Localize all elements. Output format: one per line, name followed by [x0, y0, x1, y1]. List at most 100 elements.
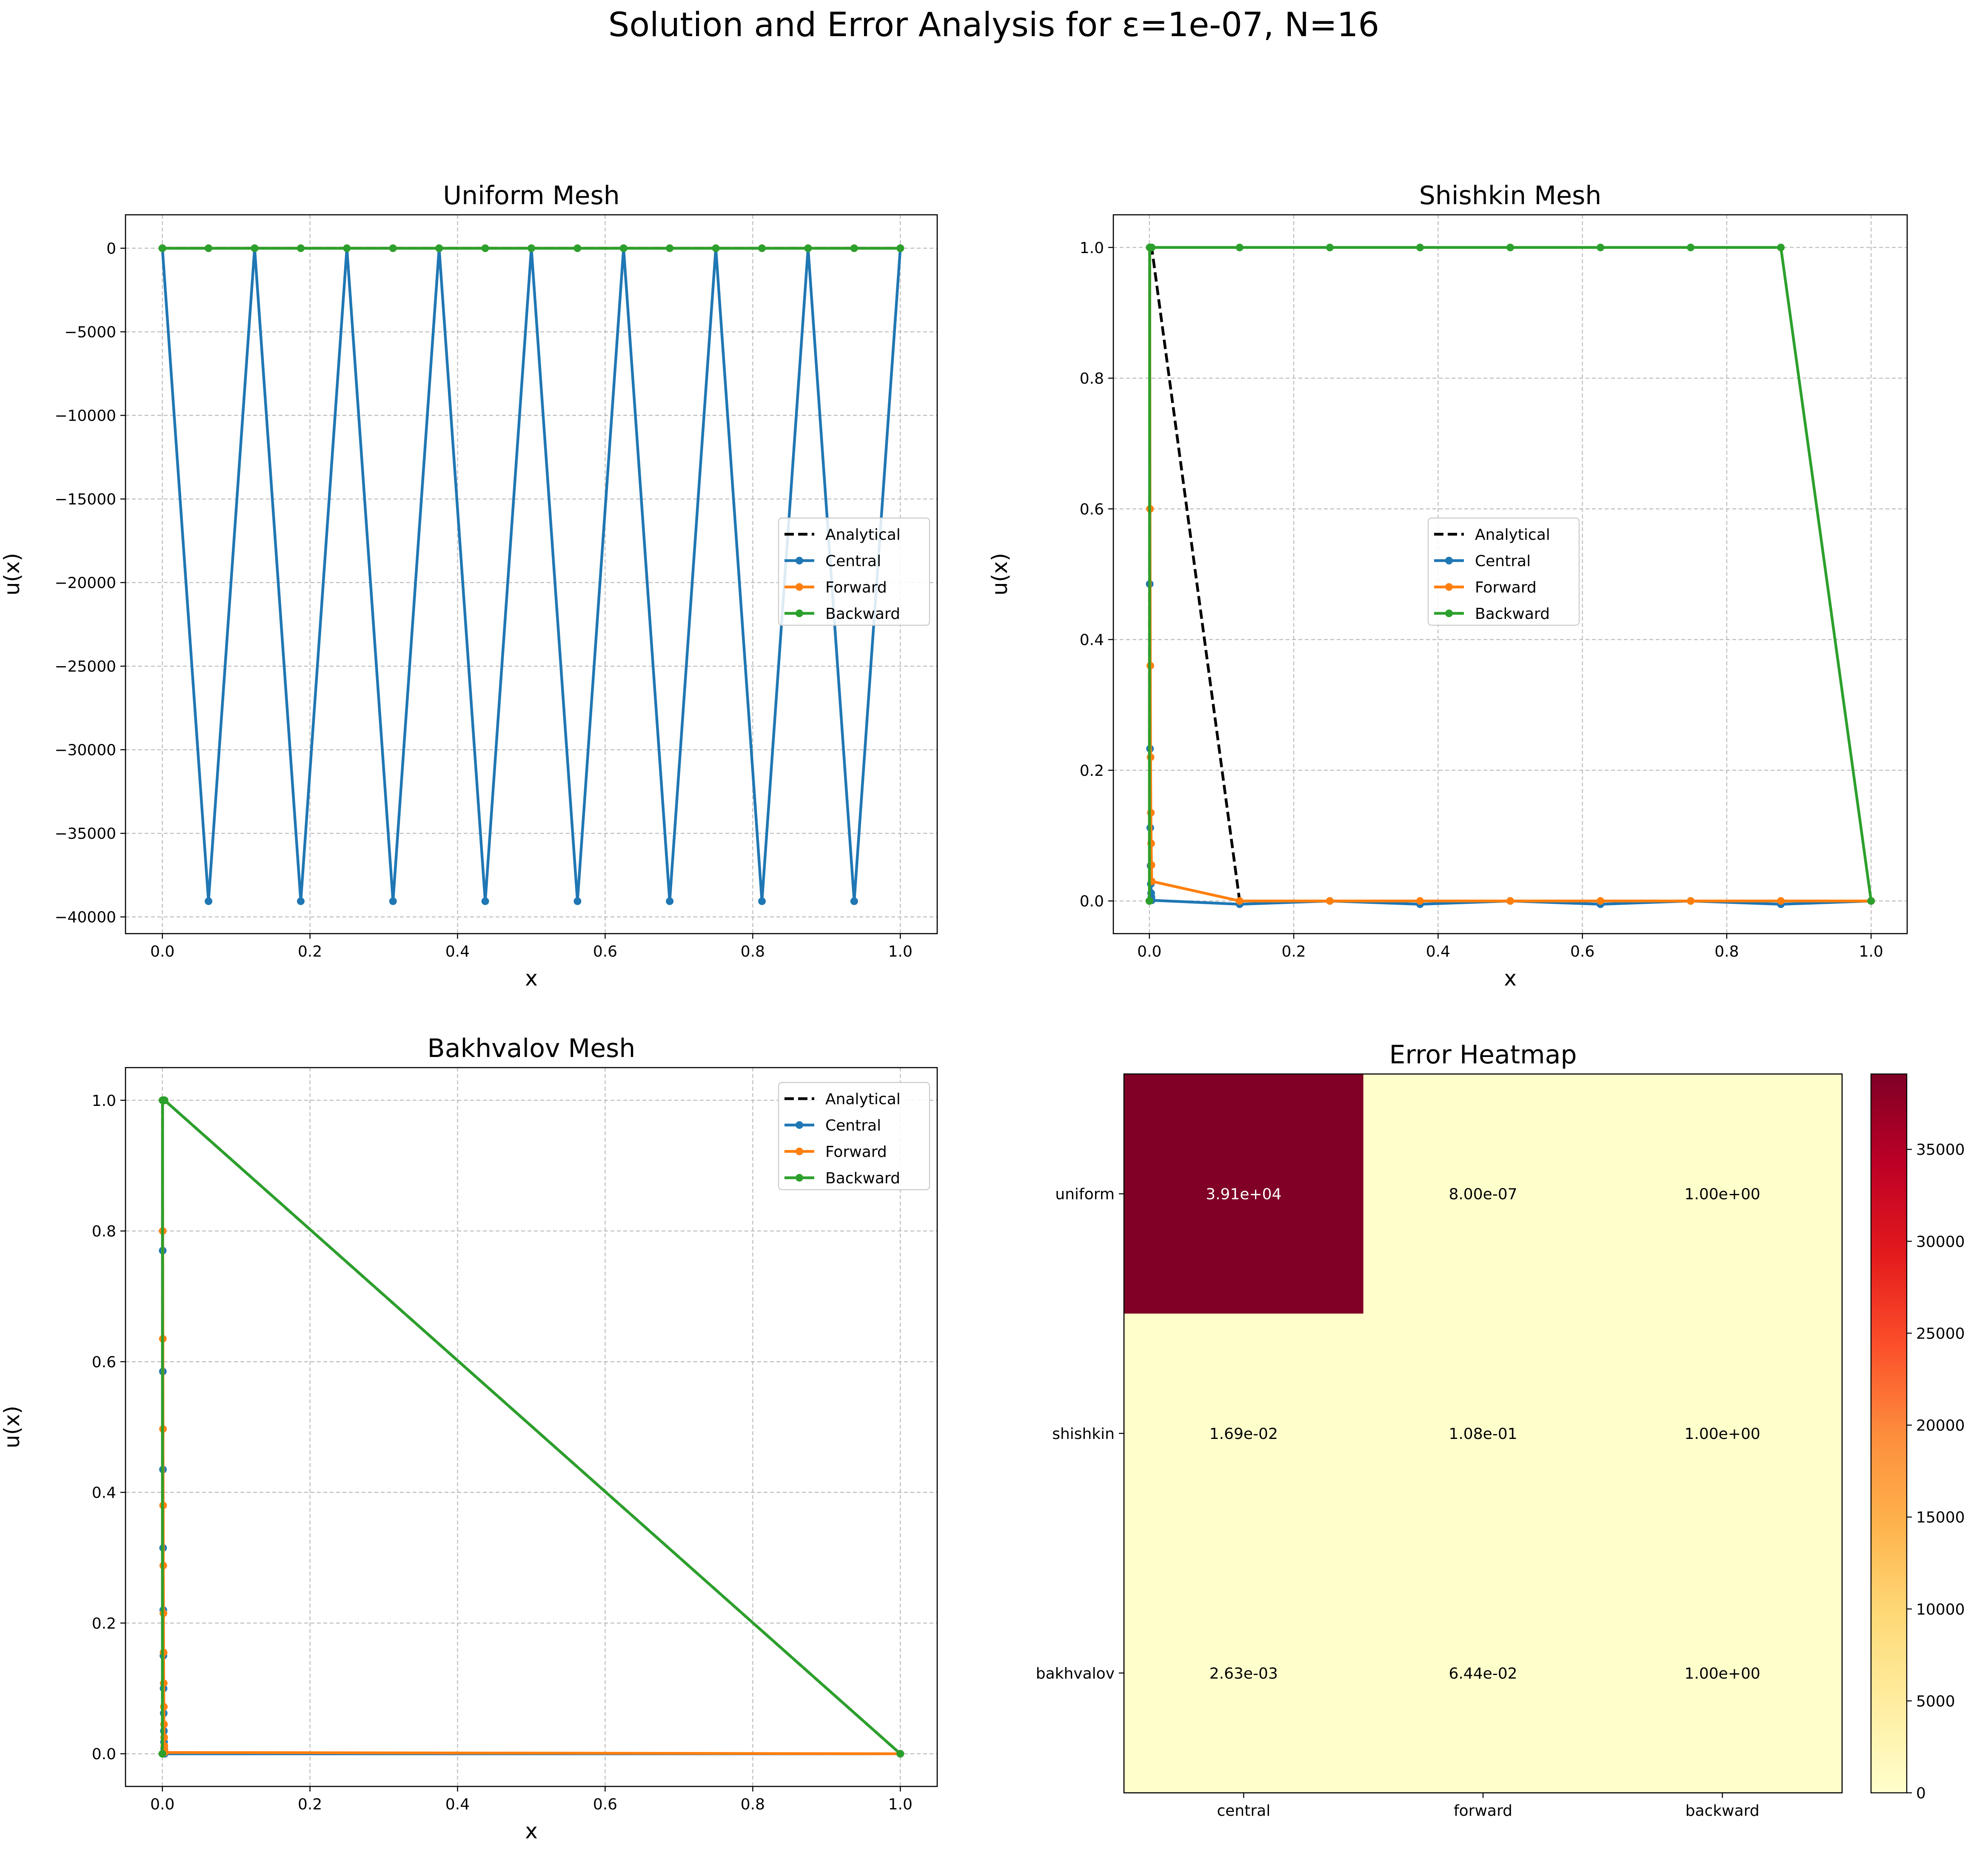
- subplot-uniform-mesh: 0.0 0.2 0.4 0.6 0.8 1.0 0 −5000 −10000 −15000 −200…: [0, 181, 938, 991]
- x-tick-label: 0.6: [593, 943, 617, 960]
- legend-label-central: Central: [825, 1117, 881, 1134]
- y-axis-label: u(x): [987, 553, 1012, 595]
- legend-marker-forward: [1445, 583, 1453, 591]
- y-tick-label: 0.2: [1080, 762, 1104, 780]
- data-point-backward: [481, 244, 489, 252]
- subplot-title: Error Heatmap: [1389, 1040, 1577, 1070]
- data-point-backward: [158, 244, 166, 252]
- y-tick-label: 1.0: [1080, 239, 1104, 257]
- legend-label-backward: Backward: [825, 1170, 900, 1187]
- data-point-forward: [1235, 897, 1244, 905]
- y-tick-label: −25000: [54, 658, 116, 675]
- data-point-backward: [1687, 243, 1695, 251]
- legend-label-backward: Backward: [825, 605, 900, 623]
- data-point-backward: [666, 244, 674, 252]
- x-tick-label: 0.4: [1426, 943, 1450, 960]
- data-point-central: [481, 897, 489, 905]
- colorbar-tick-label: 10000: [1916, 1601, 1965, 1618]
- heatmap-cell: [1124, 1553, 1364, 1793]
- data-point-backward: [850, 244, 858, 252]
- legend-marker-central: [796, 1121, 803, 1129]
- heatmap-cell: [1363, 1553, 1603, 1793]
- subplot-bakhvalov-mesh: 0.0 0.2 0.4 0.6 0.8 1.0 0.0 0.2 0.4 0.6 0.8 1.0 Bakh…: [0, 1034, 938, 1843]
- y-tick-label: 0.8: [92, 1223, 116, 1240]
- legend-label-forward: Forward: [1475, 579, 1537, 596]
- y-tick-label: 0.2: [92, 1615, 116, 1632]
- legend: Analytical Central Forward Backward: [1427, 517, 1580, 626]
- legend-label-backward: Backward: [1475, 605, 1550, 623]
- subplot-title: Shishkin Mesh: [1419, 181, 1602, 211]
- data-point-backward: [573, 244, 582, 252]
- data-point-backward: [758, 244, 766, 252]
- data-point-backward: [1867, 897, 1875, 905]
- data-point-backward: [1506, 243, 1514, 251]
- y-tick-label: 0.6: [92, 1353, 116, 1371]
- heatmap-cell: [1124, 1313, 1364, 1554]
- subplot-title: Bakhvalov Mesh: [428, 1034, 636, 1063]
- y-tick-label: 0.0: [1080, 893, 1104, 910]
- y-tick-label: −20000: [54, 575, 116, 592]
- data-point-forward: [1416, 897, 1424, 905]
- row-label: bakhvalov: [1036, 1665, 1115, 1682]
- data-point-forward: [1777, 897, 1785, 905]
- data-point-backward: [1416, 243, 1424, 251]
- x-tick-label: 0.0: [1137, 943, 1161, 960]
- colorbar-tick-label: 0: [1916, 1785, 1926, 1802]
- heatmap-cell-label: 1.00e+00: [1685, 1665, 1760, 1682]
- legend-marker-forward: [796, 583, 803, 591]
- legend-label-forward: Forward: [825, 1143, 887, 1161]
- heatmap-cell-label: 6.44e-02: [1449, 1665, 1517, 1682]
- subplot-title: Uniform Mesh: [443, 181, 620, 211]
- heatmap-cell: [1363, 1074, 1603, 1314]
- heatmap-cell-label: 1.00e+00: [1685, 1425, 1760, 1443]
- y-tick-label: 0.0: [92, 1746, 116, 1763]
- subplot-shishkin-mesh: 0.0 0.2 0.4 0.6 0.8 1.0 0.0 0.2 0.4 0.6 0.8 1.0 Shis…: [987, 181, 1908, 991]
- y-tick-label: −30000: [54, 742, 116, 759]
- axes-frame: [1112, 214, 1908, 934]
- axes-frame: [125, 1067, 938, 1787]
- data-point-backward: [160, 1096, 168, 1104]
- data-point-central: [205, 897, 213, 905]
- data-point-backward: [389, 244, 397, 252]
- x-tick-label: 0.8: [741, 943, 765, 960]
- legend-box: [1427, 517, 1580, 626]
- y-tick-label: 0: [106, 240, 116, 258]
- y-tick-label: −35000: [54, 825, 116, 843]
- data-point-backward: [804, 244, 812, 252]
- heatmap-cell: [1603, 1313, 1843, 1554]
- data-point-backward: [1148, 243, 1156, 251]
- heatmap-cell: [1603, 1553, 1843, 1793]
- y-tick-label: 1.0: [92, 1092, 116, 1110]
- data-point-backward: [896, 1750, 904, 1758]
- data-point-backward: [1235, 243, 1244, 251]
- axes-frame: [125, 214, 938, 934]
- legend-marker-forward: [796, 1148, 803, 1155]
- legend-label-analytical: Analytical: [1475, 526, 1550, 544]
- x-tick-label: 0.4: [445, 1796, 470, 1813]
- y-tick-label: −10000: [54, 407, 116, 425]
- heatmap-cell: [1124, 1074, 1364, 1314]
- column-label: central: [1217, 1802, 1270, 1820]
- x-axis-label: x: [1504, 966, 1517, 991]
- data-point-backward: [343, 244, 351, 252]
- data-point-backward: [205, 244, 213, 252]
- heatmap-cell: [1363, 1313, 1603, 1554]
- heatmap-cell-label: 1.69e-02: [1209, 1425, 1278, 1443]
- row-label: shishkin: [1052, 1425, 1115, 1443]
- legend-label-central: Central: [1475, 553, 1531, 570]
- heatmap-cell-label: 1.00e+00: [1685, 1186, 1760, 1203]
- data-point-backward: [158, 1750, 166, 1758]
- legend-marker-backward: [796, 610, 803, 617]
- column-label: backward: [1686, 1802, 1760, 1820]
- figure-title: Solution and Error Analysis for ε=1e-07,…: [608, 6, 1379, 44]
- data-point-forward: [1687, 897, 1695, 905]
- x-tick-label: 0.8: [741, 1796, 765, 1813]
- x-tick-label: 0.2: [298, 1796, 322, 1813]
- legend-box: [778, 1082, 930, 1191]
- legend-marker-backward: [796, 1174, 803, 1182]
- legend-marker-backward: [1445, 610, 1453, 617]
- data-point-backward: [1326, 243, 1334, 251]
- legend-marker-central: [1445, 557, 1453, 564]
- data-point-backward: [528, 244, 535, 252]
